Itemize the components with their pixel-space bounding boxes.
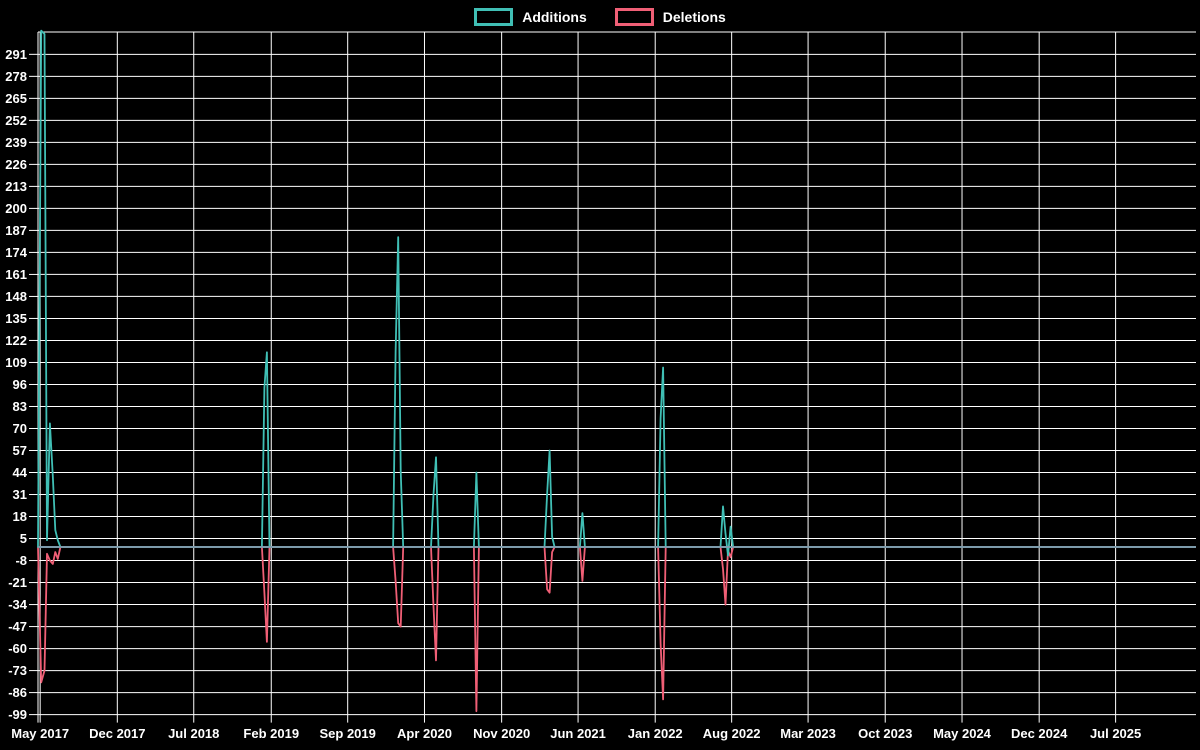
deletions-legend-label: Deletions xyxy=(662,9,726,25)
x-tick-label: Jul 2018 xyxy=(168,726,219,741)
x-tick-label: Aug 2022 xyxy=(703,726,761,741)
y-tick-label: 239 xyxy=(5,135,27,150)
y-tick-label: 291 xyxy=(5,47,27,62)
additions-swatch-icon xyxy=(474,8,514,26)
x-tick-label: Feb 2019 xyxy=(243,726,299,741)
y-tick-label: -73 xyxy=(8,663,27,678)
y-tick-label: -99 xyxy=(8,707,27,722)
x-tick-label: Jul 2025 xyxy=(1090,726,1141,741)
y-tick-label: 83 xyxy=(13,399,27,414)
y-tick-label: 213 xyxy=(5,179,27,194)
y-tick-label: -34 xyxy=(8,597,28,612)
x-tick-label: Apr 2020 xyxy=(397,726,452,741)
y-tick-label: 226 xyxy=(5,157,27,172)
legend-item-additions[interactable]: Additions xyxy=(474,8,587,26)
y-tick-label: 161 xyxy=(5,267,27,282)
y-tick-label: 252 xyxy=(5,113,27,128)
y-tick-label: 148 xyxy=(5,289,27,304)
y-tick-label: 44 xyxy=(13,465,28,480)
series-line-additions xyxy=(37,29,1196,557)
chart-legend: Additions Deletions xyxy=(0,8,1200,26)
additions-legend-label: Additions xyxy=(522,9,587,25)
y-tick-label: -47 xyxy=(8,619,27,634)
y-tick-label: 200 xyxy=(5,201,27,216)
x-tick-label: Oct 2023 xyxy=(858,726,912,741)
y-tick-label: 70 xyxy=(13,421,27,436)
legend-item-deletions[interactable]: Deletions xyxy=(614,8,726,26)
y-tick-label: 135 xyxy=(5,311,27,326)
y-tick-label: 174 xyxy=(5,245,27,260)
x-tick-label: Nov 2020 xyxy=(473,726,530,741)
x-tick-label: Jan 2022 xyxy=(628,726,683,741)
y-tick-label: -60 xyxy=(8,641,27,656)
x-tick-label: Sep 2019 xyxy=(320,726,376,741)
deletions-swatch-icon xyxy=(614,8,654,26)
x-tick-label: Mar 2023 xyxy=(780,726,836,741)
y-tick-label: -8 xyxy=(15,553,27,568)
y-tick-label: 31 xyxy=(13,487,27,502)
x-tick-label: May 2017 xyxy=(11,726,69,741)
x-tick-label: Dec 2024 xyxy=(1011,726,1068,741)
y-tick-label: 5 xyxy=(20,531,27,546)
y-tick-label: 265 xyxy=(5,91,27,106)
x-tick-label: May 2024 xyxy=(933,726,992,741)
y-tick-label: -86 xyxy=(8,685,27,700)
x-tick-label: Dec 2017 xyxy=(89,726,145,741)
y-tick-label: 278 xyxy=(5,69,27,84)
y-tick-label: 96 xyxy=(13,377,27,392)
y-tick-label: 57 xyxy=(13,443,27,458)
y-tick-label: 122 xyxy=(5,333,27,348)
y-tick-label: 187 xyxy=(5,223,27,238)
y-tick-label: 109 xyxy=(5,355,27,370)
series-line-deletions xyxy=(37,546,1196,713)
x-tick-label: Jun 2021 xyxy=(550,726,606,741)
y-tick-label: 18 xyxy=(13,509,27,524)
y-tick-label: -21 xyxy=(8,575,27,590)
